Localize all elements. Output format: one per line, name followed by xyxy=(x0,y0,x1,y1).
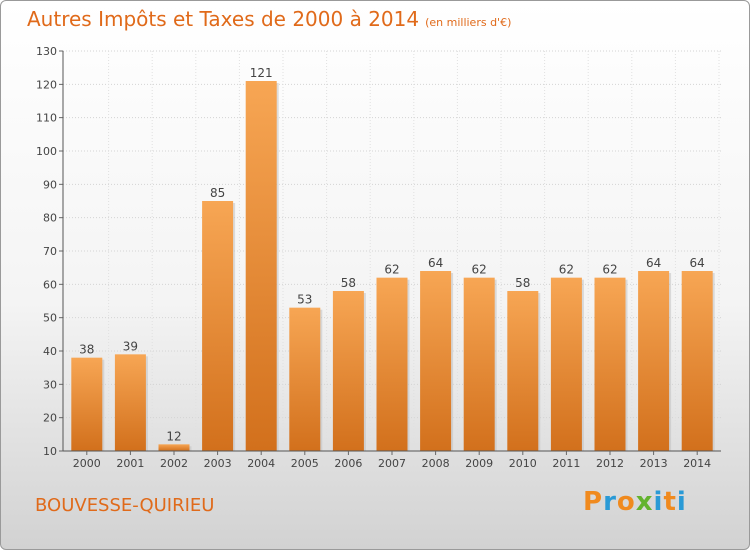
x-tick-label: 2004 xyxy=(247,457,275,470)
x-tick-label: 2000 xyxy=(73,457,101,470)
bar-value-label: 39 xyxy=(123,339,138,353)
bar-value-label: 121 xyxy=(250,66,273,80)
commune-name: BOUVESSE-QUIRIEU xyxy=(35,495,215,516)
bar xyxy=(289,307,321,451)
logo-letter: r xyxy=(603,487,617,517)
y-tick-label: 40 xyxy=(43,345,57,358)
bar xyxy=(114,354,146,451)
bar-value-label: 85 xyxy=(210,186,225,200)
logo-letter: P xyxy=(583,487,604,517)
x-tick-label: 2008 xyxy=(422,457,450,470)
y-tick-label: 130 xyxy=(36,45,57,58)
y-tick-label: 20 xyxy=(43,412,57,425)
logo-letter: i xyxy=(653,487,664,517)
chart-unit: (en milliers d'€) xyxy=(425,16,512,29)
x-tick-label: 2002 xyxy=(160,457,188,470)
y-tick-label: 10 xyxy=(43,445,57,458)
axes: 10 20 30 40 50 60 70 80 90 100 110 120 130 2000 2001 20… xyxy=(36,45,721,470)
bar xyxy=(507,291,539,451)
y-tick-label: 60 xyxy=(43,278,57,291)
y-tick-label: 90 xyxy=(43,178,57,191)
chart-title-text: Autres Impôts et Taxes de 2000 à 2014 xyxy=(27,7,420,31)
y-tick-label: 50 xyxy=(43,312,57,325)
bar xyxy=(681,271,713,451)
bar xyxy=(594,277,626,451)
bar-value-label: 64 xyxy=(690,256,705,270)
x-tick-label: 2009 xyxy=(465,457,493,470)
bar-value-label: 58 xyxy=(515,276,530,290)
bar-value-label: 64 xyxy=(428,256,443,270)
logo-letter: i xyxy=(676,487,687,517)
bar-value-label: 53 xyxy=(297,293,312,307)
x-tick-label: 2013 xyxy=(640,457,668,470)
x-tick-label: 2010 xyxy=(509,457,537,470)
y-tick-label: 120 xyxy=(36,78,57,91)
x-tick-label: 2014 xyxy=(683,457,711,470)
chart-title: Autres Impôts et Taxes de 2000 à 2014 (en… xyxy=(27,7,511,31)
y-tick-label: 110 xyxy=(36,112,57,125)
logo-letter: x xyxy=(635,487,654,517)
x-tick-label: 2007 xyxy=(378,457,406,470)
bar-value-label: 64 xyxy=(646,256,661,270)
x-tick-label: 2012 xyxy=(596,457,624,470)
bar xyxy=(420,271,452,451)
bar-value-label: 62 xyxy=(559,263,574,277)
bar xyxy=(638,271,670,451)
proxiti-logo[interactable]: Proxiti xyxy=(583,487,687,517)
grid-lines xyxy=(63,50,721,451)
bar-value-label: 62 xyxy=(472,263,487,277)
y-tick-label: 100 xyxy=(36,145,57,158)
bars: 38 39 12 85 121 53 58 62 64 62 58 62 62 64 64 xyxy=(71,66,715,451)
x-tick-label: 2011 xyxy=(552,457,580,470)
x-tick-label: 2005 xyxy=(291,457,319,470)
bar-value-label: 38 xyxy=(79,343,94,357)
bar xyxy=(71,357,103,451)
bar-value-label: 58 xyxy=(341,276,356,290)
bar-value-label: 62 xyxy=(602,263,617,277)
bar xyxy=(202,201,234,451)
y-tick-label: 80 xyxy=(43,212,57,225)
y-tick-label: 30 xyxy=(43,378,57,391)
bar xyxy=(158,444,190,451)
y-tick-label: 70 xyxy=(43,245,57,258)
bar xyxy=(245,81,277,451)
x-tick-label: 2001 xyxy=(116,457,144,470)
bar xyxy=(332,291,364,451)
bar xyxy=(550,277,582,451)
x-tick-label: 2003 xyxy=(204,457,232,470)
x-tick-label: 2006 xyxy=(334,457,362,470)
bar xyxy=(376,277,408,451)
bar xyxy=(463,277,495,451)
logo-letter: t xyxy=(663,487,677,517)
logo-letter: o xyxy=(616,487,636,517)
bar-value-label: 12 xyxy=(166,429,181,443)
bar-value-label: 62 xyxy=(384,263,399,277)
